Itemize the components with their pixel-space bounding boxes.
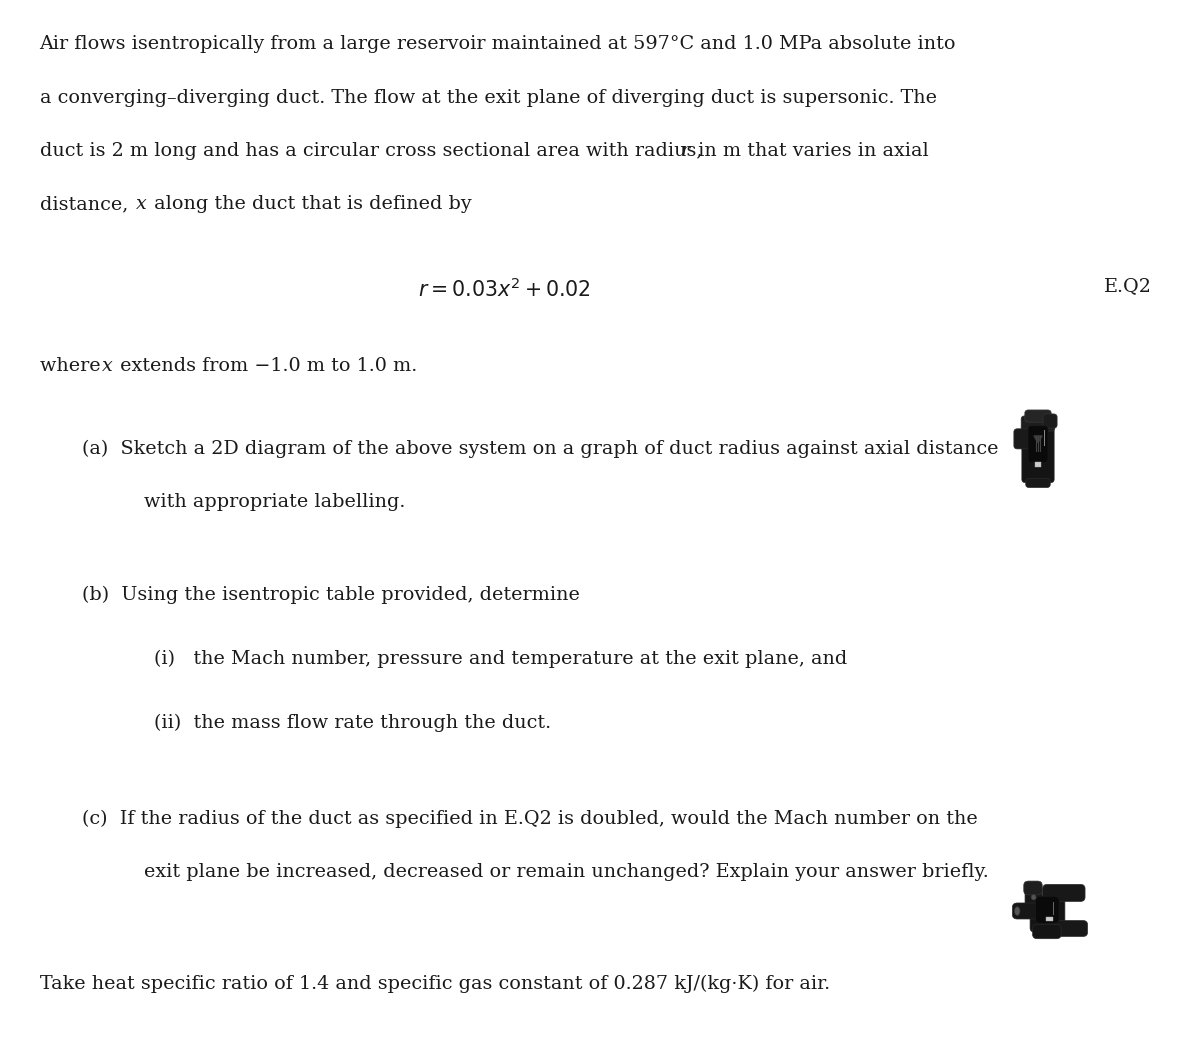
FancyBboxPatch shape bbox=[1013, 903, 1039, 919]
Text: with appropriate labelling.: with appropriate labelling. bbox=[144, 493, 406, 511]
FancyBboxPatch shape bbox=[1028, 426, 1048, 463]
FancyBboxPatch shape bbox=[1021, 416, 1055, 431]
Ellipse shape bbox=[1031, 895, 1036, 900]
Text: in m that varies in axial: in m that varies in axial bbox=[692, 142, 929, 160]
Text: distance,: distance, bbox=[40, 195, 134, 213]
Ellipse shape bbox=[1014, 906, 1020, 916]
FancyBboxPatch shape bbox=[1025, 886, 1042, 908]
Text: where: where bbox=[40, 358, 107, 375]
Text: x: x bbox=[136, 195, 146, 213]
FancyBboxPatch shape bbox=[1043, 884, 1085, 901]
FancyBboxPatch shape bbox=[1026, 479, 1050, 487]
Bar bbox=[1036, 462, 1040, 466]
Text: exit plane be increased, decreased or remain unchanged? Explain your answer brie: exit plane be increased, decreased or re… bbox=[144, 863, 989, 880]
FancyBboxPatch shape bbox=[1030, 897, 1064, 932]
Ellipse shape bbox=[1028, 481, 1048, 484]
Text: (ii)  the mass flow rate through the duct.: (ii) the mass flow rate through the duct… bbox=[154, 713, 551, 732]
FancyBboxPatch shape bbox=[1022, 425, 1054, 483]
Text: E.Q2: E.Q2 bbox=[1104, 277, 1152, 295]
Text: x: x bbox=[102, 358, 113, 375]
Text: (c)  If the radius of the duct as specified in E.Q2 is doubled, would the Mach n: (c) If the radius of the duct as specifi… bbox=[82, 809, 977, 828]
FancyBboxPatch shape bbox=[1043, 414, 1057, 428]
FancyBboxPatch shape bbox=[1055, 921, 1087, 937]
FancyBboxPatch shape bbox=[1025, 410, 1051, 422]
FancyBboxPatch shape bbox=[1024, 881, 1042, 895]
Bar bbox=[1044, 430, 1045, 445]
Text: Take heat specific ratio of 1.4 and specific gas constant of 0.287 kJ/(kg·K) for: Take heat specific ratio of 1.4 and spec… bbox=[40, 974, 829, 993]
Text: r: r bbox=[680, 142, 690, 160]
Text: $r = 0.03x^2 + 0.02$: $r = 0.03x^2 + 0.02$ bbox=[418, 277, 590, 301]
Bar bbox=[1046, 917, 1052, 921]
Text: (a)  Sketch a 2D diagram of the above system on a graph of duct radius against a: (a) Sketch a 2D diagram of the above sys… bbox=[82, 440, 998, 458]
Text: a converging–diverging duct. The flow at the exit plane of diverging duct is sup: a converging–diverging duct. The flow at… bbox=[40, 89, 937, 106]
Text: Air flows isentropically from a large reservoir maintained at 597°C and 1.0 MPa : Air flows isentropically from a large re… bbox=[40, 35, 956, 53]
Bar bbox=[1052, 901, 1054, 915]
Text: duct is 2 m long and has a circular cross sectional area with radius,: duct is 2 m long and has a circular cros… bbox=[40, 142, 708, 160]
FancyBboxPatch shape bbox=[1036, 896, 1060, 923]
Text: (i)   the Mach number, pressure and temperature at the exit plane, and: (i) the Mach number, pressure and temper… bbox=[154, 650, 847, 669]
Text: along the duct that is defined by: along the duct that is defined by bbox=[148, 195, 472, 213]
FancyBboxPatch shape bbox=[1014, 429, 1030, 448]
FancyBboxPatch shape bbox=[1033, 924, 1061, 939]
Text: (b)  Using the isentropic table provided, determine: (b) Using the isentropic table provided,… bbox=[82, 586, 580, 604]
Polygon shape bbox=[1034, 436, 1042, 443]
Text: extends from −1.0 m to 1.0 m.: extends from −1.0 m to 1.0 m. bbox=[114, 358, 418, 375]
